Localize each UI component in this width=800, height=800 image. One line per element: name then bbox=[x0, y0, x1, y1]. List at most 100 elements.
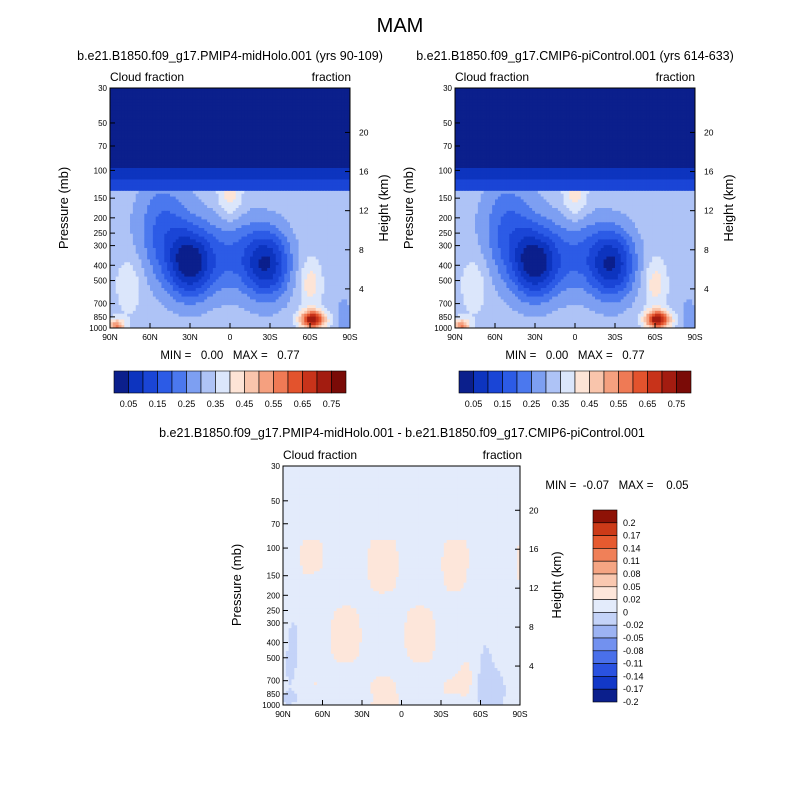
contour-cell bbox=[275, 179, 279, 183]
contour-cell bbox=[190, 108, 194, 112]
contour-cell bbox=[127, 139, 131, 143]
contour-cell bbox=[144, 213, 148, 217]
contour-cell bbox=[124, 136, 128, 140]
contour-cell bbox=[112, 136, 117, 140]
contour-cell bbox=[130, 216, 134, 220]
contour-cell bbox=[215, 162, 219, 166]
contour-cell bbox=[315, 168, 319, 172]
contour-cell bbox=[244, 205, 248, 209]
contour-cell bbox=[258, 150, 262, 155]
contour-cell bbox=[267, 165, 271, 169]
contour-cell bbox=[238, 202, 242, 206]
contour-cell bbox=[252, 88, 257, 92]
contour-cell bbox=[304, 110, 308, 115]
contour-cell bbox=[201, 219, 205, 223]
contour-cell bbox=[135, 148, 139, 152]
contour-cell bbox=[158, 253, 162, 257]
contour-cell bbox=[147, 105, 151, 109]
contour-cell bbox=[221, 253, 225, 257]
contour-cell bbox=[121, 199, 125, 203]
contour-cell bbox=[167, 136, 171, 140]
contour-cell bbox=[132, 136, 137, 140]
contour-cell bbox=[324, 205, 328, 209]
contour-cell bbox=[150, 228, 154, 232]
contour-cell bbox=[155, 250, 159, 255]
contour-cell bbox=[281, 196, 285, 200]
contour-cell bbox=[224, 133, 228, 137]
contour-cell bbox=[112, 182, 117, 186]
contour-cell bbox=[227, 113, 231, 117]
contour-cell bbox=[155, 108, 159, 112]
contour-cell bbox=[115, 193, 119, 197]
contour-cell bbox=[298, 90, 302, 95]
contour-cell bbox=[184, 145, 188, 149]
contour-cell bbox=[278, 233, 282, 237]
contour-cell bbox=[164, 250, 168, 255]
contour-cell bbox=[212, 233, 217, 237]
contour-cell bbox=[218, 88, 222, 92]
contour-cell bbox=[161, 236, 165, 240]
contour-cell bbox=[341, 150, 345, 155]
contour-cell bbox=[284, 96, 288, 100]
contour-cell bbox=[278, 210, 282, 215]
contour-cell bbox=[210, 256, 214, 260]
contour-cell bbox=[210, 208, 214, 212]
contour-cell bbox=[172, 239, 177, 243]
contour-cell bbox=[244, 128, 248, 132]
contour-cell bbox=[301, 239, 305, 243]
contour-cell bbox=[192, 176, 197, 180]
contour-cell bbox=[335, 179, 339, 183]
contour-cell bbox=[144, 93, 148, 97]
contour-cell bbox=[175, 213, 179, 217]
contour-cell bbox=[255, 202, 259, 206]
contour-cell bbox=[241, 250, 245, 255]
contour-cell bbox=[295, 233, 299, 237]
contour-cell bbox=[198, 233, 202, 237]
contour-cell bbox=[267, 88, 271, 92]
contour-cell bbox=[224, 153, 228, 157]
contour-cell bbox=[318, 116, 322, 120]
contour-cell bbox=[144, 233, 148, 237]
contour-cell bbox=[141, 222, 145, 226]
contour-cell bbox=[224, 185, 228, 189]
contour-cell bbox=[135, 230, 139, 235]
contour-cell bbox=[252, 113, 257, 117]
contour-cell bbox=[341, 99, 345, 103]
contour-cell bbox=[241, 128, 245, 132]
contour-cell bbox=[255, 188, 259, 192]
contour-cell bbox=[232, 108, 237, 112]
contour-cell bbox=[332, 128, 337, 132]
contour-cell bbox=[244, 165, 248, 169]
contour-cell bbox=[250, 208, 254, 212]
contour-cell bbox=[244, 116, 248, 120]
contour-cell bbox=[112, 253, 117, 257]
contour-cell bbox=[295, 242, 299, 246]
contour-cell bbox=[272, 153, 277, 157]
contour-cell bbox=[252, 248, 257, 252]
contour-cell bbox=[324, 196, 328, 200]
contour-cell bbox=[327, 145, 331, 149]
contour-cell bbox=[150, 216, 154, 220]
contour-cell bbox=[270, 245, 274, 249]
contour-cell bbox=[264, 113, 268, 117]
contour-cell bbox=[281, 173, 285, 177]
contour-cell bbox=[130, 230, 134, 235]
contour-cell bbox=[255, 199, 259, 203]
contour-cell bbox=[327, 150, 331, 155]
contour-cell bbox=[338, 128, 342, 132]
contour-cell bbox=[255, 233, 259, 237]
contour-cell bbox=[290, 239, 294, 243]
contour-cell bbox=[315, 250, 319, 255]
contour-cell bbox=[190, 165, 194, 169]
contour-cell bbox=[121, 225, 125, 229]
contour-cell bbox=[204, 199, 208, 203]
contour-cell bbox=[304, 136, 308, 140]
contour-cell bbox=[312, 213, 317, 217]
contour-cell bbox=[187, 168, 191, 172]
contour-cell bbox=[250, 116, 254, 120]
contour-cell bbox=[318, 253, 322, 257]
contour-cell bbox=[115, 173, 119, 177]
contour-cell bbox=[132, 256, 137, 260]
contour-cell bbox=[118, 185, 122, 189]
contour-cell bbox=[287, 88, 291, 92]
